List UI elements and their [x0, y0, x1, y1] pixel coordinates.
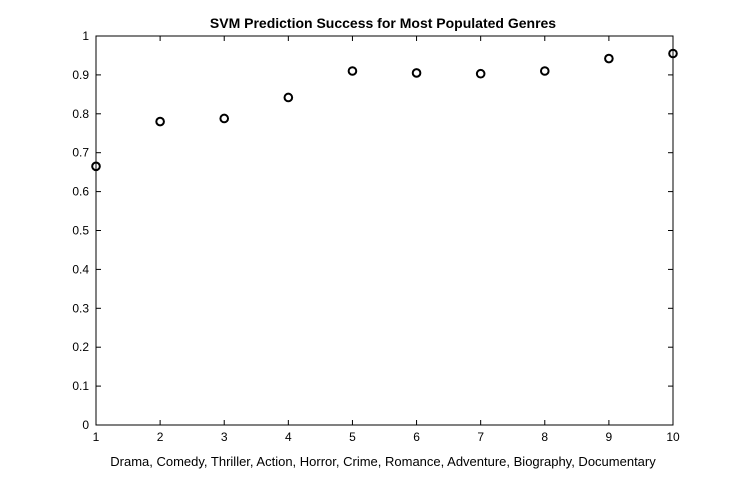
y-tick-label: 0.8 — [72, 107, 89, 121]
y-tick-label: 0.2 — [72, 340, 89, 354]
x-tick-label: 10 — [666, 430, 680, 444]
y-tick-label: 0.1 — [72, 379, 89, 393]
y-tick-label: 0.4 — [72, 262, 89, 276]
data-point — [411, 68, 422, 78]
data-points — [91, 48, 678, 172]
y-tick-label: 0.6 — [72, 185, 89, 199]
data-point — [283, 92, 294, 103]
x-tick-label: 4 — [285, 430, 292, 444]
x-tick-label: 1 — [93, 430, 100, 444]
x-tick-label: 3 — [221, 430, 228, 444]
x-tick-label: 8 — [541, 430, 548, 444]
data-point — [91, 161, 101, 172]
x-tick-label: 7 — [477, 430, 484, 444]
y-tick-label: 0.3 — [72, 301, 89, 315]
y-tick-label: 0 — [82, 418, 89, 432]
y-tick-label: 0.5 — [72, 224, 89, 238]
data-point — [347, 66, 358, 76]
x-tick-label: 6 — [413, 430, 420, 444]
plot-area — [95, 35, 674, 426]
x-tick-label: 2 — [157, 430, 164, 444]
data-point — [219, 113, 230, 124]
data-point — [604, 53, 614, 64]
x-tick-label: 5 — [349, 430, 356, 444]
x-axis-label: Drama, Comedy, Thriller, Action, Horror,… — [110, 454, 656, 469]
y-axis-ticks: 0 0.1 0.2 0.3 0.4 0.5 0.6 0.7 0.8 0.9 1 — [72, 29, 673, 432]
data-point — [155, 116, 165, 127]
x-axis-ticks: 1 2 3 4 5 6 7 8 9 10 — [93, 36, 680, 444]
data-point — [475, 68, 486, 79]
y-tick-label: 0.9 — [72, 68, 89, 82]
chart-title: SVM Prediction Success for Most Populate… — [210, 15, 556, 31]
y-tick-label: 0.7 — [72, 146, 89, 160]
y-tick-label: 1 — [82, 29, 89, 43]
x-tick-label: 9 — [606, 430, 613, 444]
data-point — [668, 48, 678, 59]
data-point — [539, 66, 550, 76]
